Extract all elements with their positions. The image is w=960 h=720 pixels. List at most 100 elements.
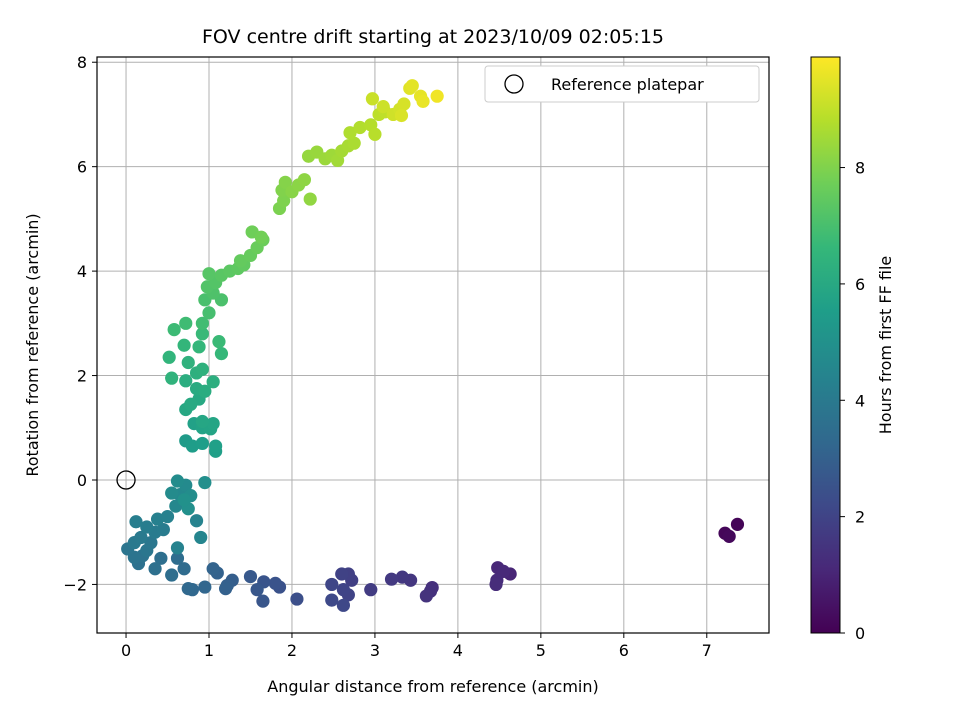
data-point (194, 530, 208, 545)
x-tick-label: 2 (287, 641, 297, 660)
data-point (165, 568, 179, 582)
colorbar-bar (810, 56, 841, 634)
data-point (160, 509, 175, 524)
data-point (397, 97, 411, 111)
data-point (165, 486, 179, 500)
y-axis-label: Rotation from reference (arcmin) (23, 213, 42, 476)
x-axis: 0 1 2 3 4 5 6 7 (121, 633, 712, 660)
y-tick-label: 6 (77, 158, 87, 177)
data-point (218, 582, 233, 596)
data-point (192, 340, 206, 354)
data-point (343, 126, 357, 140)
y-tick-label: −2 (63, 575, 87, 594)
colorbar-tick-label: 4 (855, 391, 865, 410)
data-point (184, 397, 198, 411)
data-point (368, 127, 382, 141)
data-points (121, 79, 745, 612)
data-point (336, 598, 350, 612)
data-point (134, 530, 148, 545)
data-point (376, 100, 390, 114)
data-point (170, 551, 185, 565)
data-point (148, 562, 162, 576)
plot-frame (96, 56, 770, 634)
colorbar-tick-label: 6 (855, 275, 865, 294)
data-point (325, 577, 339, 592)
data-point (335, 567, 349, 581)
data-point (165, 371, 179, 385)
y-tick-label: 0 (77, 471, 87, 490)
data-point (365, 92, 380, 106)
colorbar-tick-label: 0 (855, 624, 865, 643)
data-point (177, 562, 191, 576)
data-point (202, 306, 216, 320)
data-point (195, 362, 209, 376)
data-point (195, 436, 209, 451)
colorbar: 0 2 4 6 8 Hours from first FF file (810, 56, 895, 643)
data-point (150, 512, 165, 526)
data-point (177, 338, 191, 352)
data-point (405, 79, 419, 93)
data-point (297, 173, 312, 187)
data-point (144, 536, 158, 550)
data-point (353, 120, 367, 135)
x-tick-label: 3 (370, 641, 380, 660)
data-point (347, 136, 361, 150)
data-point (181, 582, 195, 596)
data-point (170, 474, 185, 488)
data-point (179, 374, 193, 388)
data-point (206, 562, 220, 576)
data-point (195, 414, 209, 429)
data-point (254, 230, 268, 244)
legend-reference-marker (504, 74, 524, 94)
data-point (206, 375, 220, 389)
data-point (430, 89, 444, 103)
data-point (202, 267, 216, 281)
data-point (206, 416, 220, 431)
chart-title: FOV centre drift starting at 2023/10/09 … (202, 26, 664, 48)
data-point (209, 439, 223, 453)
x-tick-label: 6 (619, 641, 629, 660)
data-point (243, 570, 258, 584)
data-point (214, 347, 229, 361)
data-point (364, 583, 378, 597)
data-point (250, 583, 264, 597)
colorbar-label: Hours from first FF file (876, 256, 895, 435)
data-point (268, 576, 282, 590)
data-point (395, 570, 409, 584)
data-point (325, 593, 339, 607)
data-point (212, 335, 226, 349)
data-point (140, 520, 154, 534)
data-point (195, 327, 209, 341)
data-point (277, 194, 291, 208)
colorbar-tick-label: 2 (855, 508, 865, 527)
data-point (198, 384, 212, 398)
y-tick-label: 4 (77, 262, 87, 281)
data-point (156, 523, 170, 537)
data-point (129, 515, 143, 529)
data-point (195, 316, 209, 330)
x-axis-label: Angular distance from reference (arcmin) (267, 677, 598, 696)
data-point (394, 108, 409, 123)
colorbar-ticks: 0 2 4 6 8 (840, 159, 865, 643)
data-point (336, 583, 350, 597)
colorbar-tick-label: 8 (855, 159, 865, 178)
data-point (162, 350, 176, 364)
data-point (233, 254, 248, 268)
legend-box (484, 65, 760, 103)
data-point (181, 355, 195, 370)
y-axis: −2 0 2 4 6 8 (63, 53, 97, 594)
data-point (290, 592, 304, 606)
x-tick-label: 7 (702, 641, 712, 660)
data-point (303, 192, 317, 206)
data-point (419, 589, 433, 603)
x-tick-label: 5 (536, 641, 546, 660)
data-point (189, 514, 204, 528)
plot-area (96, 56, 770, 634)
x-tick-label: 0 (121, 641, 131, 660)
reference-platepar-marker (116, 470, 136, 490)
data-point (167, 322, 181, 337)
legend: Reference platepar (484, 65, 760, 103)
data-point (256, 594, 270, 608)
data-point (154, 551, 168, 565)
